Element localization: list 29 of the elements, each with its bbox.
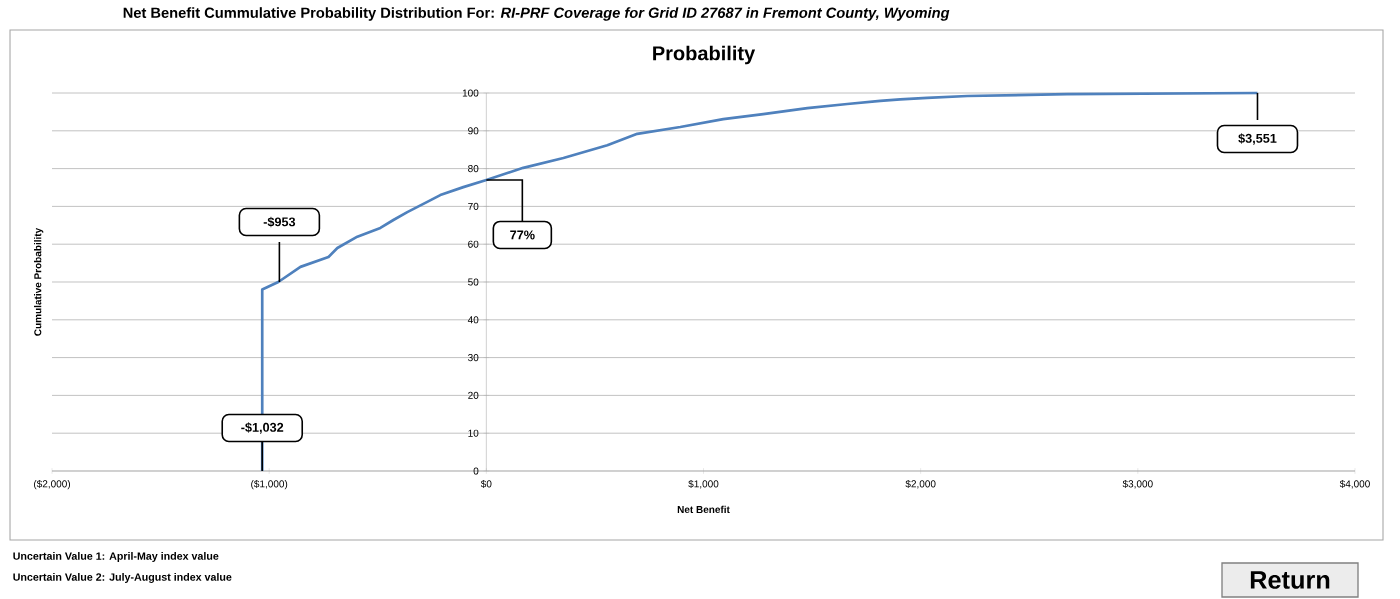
text: Uncertain Value 1: April-May index value [13, 552, 219, 562]
y-tick-label: 80 [468, 165, 479, 173]
y-tick-label: 50 [468, 278, 479, 286]
x-tick-label: $3,000 [1122, 479, 1153, 489]
y-tick-label: 70 [468, 202, 479, 210]
chart-title: Net Benefit Cummulative Probability Distribution For: RI-PRF Coverage for Grid ID 27687 in Fremont County, Wyoming [123, 7, 950, 21]
annotation: 77% [510, 230, 535, 240]
y-tick-label: 60 [468, 240, 479, 248]
y-tick-label: 90 [468, 127, 479, 135]
chart-subtitle: Probability [653, 45, 756, 65]
annotation: $3,551 [1238, 133, 1277, 145]
y-tick-label: 20 [468, 391, 479, 399]
y-tick-label: 40 [467, 316, 479, 324]
y-tick-label: 0 [473, 467, 479, 475]
x-tick-label: ($2,000) [34, 479, 71, 490]
x-tick-label: $0 [480, 479, 492, 488]
x-tick-label: $1,000 [688, 479, 719, 489]
annotation: -$953 [263, 216, 296, 228]
text: Uncertain Value 2: July-August index value [13, 572, 232, 583]
x-tick-label: $2,000 [905, 479, 936, 489]
annotation: -$1,032 [241, 422, 284, 434]
x-axis-title: Net Benefit [677, 505, 730, 514]
y-tick-label: 30 [468, 354, 479, 362]
y-tick-label: 100 [462, 89, 479, 97]
y-tick-label: 10 [468, 429, 479, 437]
x-tick-label: ($1,000) [251, 479, 288, 490]
x-tick-label: $4,000 [1339, 479, 1370, 489]
text: Return [1250, 571, 1330, 589]
y-axis-title: Cumulative Probability [33, 227, 44, 336]
